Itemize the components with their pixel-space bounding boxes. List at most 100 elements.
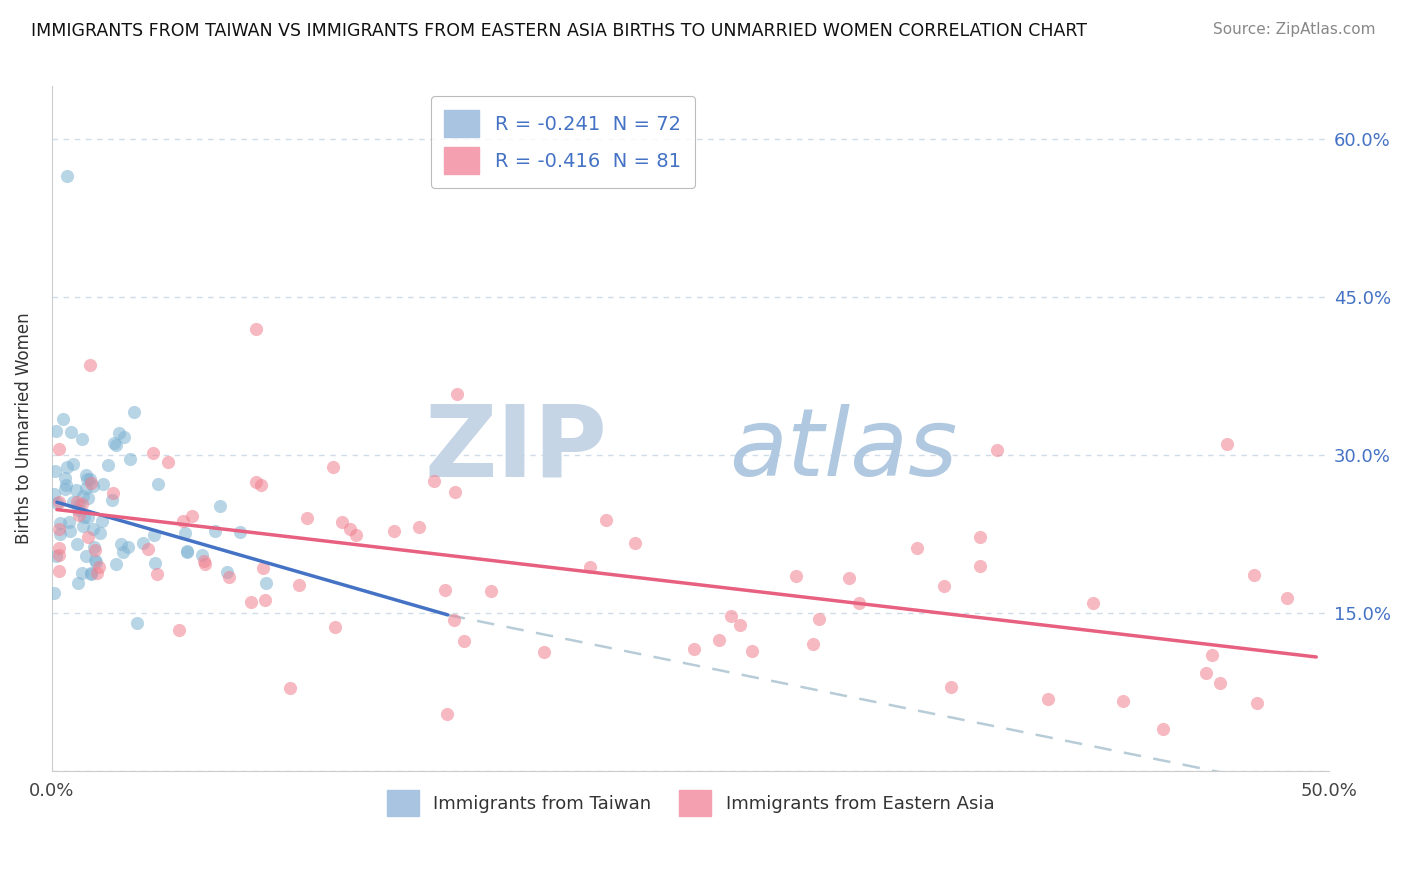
Point [103,435,125,450]
Legend: Immigrants from Taiwan, Immigrants from Eastern Asia: Immigrants from Taiwan, Immigrants from … [380,783,1001,823]
Point [58,516,80,530]
Point [146,477,169,491]
Point [112,544,135,558]
Point [132,536,155,550]
Point [986,442,1008,457]
Point [118,452,141,467]
Point [73,509,96,524]
Point [72,489,94,503]
Point [434,583,457,598]
Point [1195,665,1218,680]
Point [785,569,807,583]
Point [136,542,159,557]
Point [143,556,166,570]
Point [48,516,70,530]
Point [49,527,72,541]
Point [683,642,706,657]
Point [77,509,100,524]
Point [55,478,77,492]
Point [66,536,89,550]
Point [1201,648,1223,663]
Point [44,586,66,600]
Point [59,425,82,439]
Point [969,559,991,574]
Point [533,645,555,659]
Point [939,680,962,694]
Point [107,426,129,441]
Point [848,596,870,610]
Point [253,593,276,607]
Point [125,616,148,631]
Point [101,492,124,507]
Point [239,595,262,609]
Point [48,442,70,456]
Point [62,494,84,508]
Point [76,472,98,486]
Point [66,495,89,509]
Point [322,460,344,475]
Point [56,460,79,475]
Point [69,508,91,522]
Point [339,522,361,536]
Point [1243,568,1265,582]
Point [91,477,114,491]
Point [578,559,600,574]
Point [48,541,70,555]
Point [595,513,617,527]
Point [86,566,108,580]
Point [53,471,76,485]
Point [79,359,101,373]
Point [142,446,165,460]
Point [67,498,90,512]
Point [45,424,67,438]
Point [48,548,70,562]
Point [80,476,103,491]
Point [801,637,824,651]
Point [215,566,238,580]
Point [250,478,273,492]
Point [65,483,87,498]
Point [446,386,468,401]
Point [66,503,89,517]
Point [191,549,214,563]
Point [1112,694,1135,708]
Point [176,545,198,559]
Point [86,555,108,569]
Point [444,485,467,500]
Point [932,579,955,593]
Point [59,524,82,539]
Point [1081,596,1104,610]
Point [84,552,107,566]
Point [245,321,267,335]
Point [479,583,502,598]
Point [730,617,752,632]
Text: ZIP: ZIP [425,401,607,498]
Point [176,544,198,558]
Point [79,472,101,486]
Point [112,430,135,444]
Point [48,522,70,536]
Point [77,530,100,544]
Point [453,634,475,648]
Point [295,510,318,524]
Point [89,526,111,541]
Point [181,509,204,524]
Y-axis label: Births to Unmarried Women: Births to Unmarried Women [15,313,32,544]
Point [194,557,217,571]
Point [122,405,145,419]
Point [70,566,93,581]
Point [172,514,194,528]
Point [48,564,70,578]
Text: Source: ZipAtlas.com: Source: ZipAtlas.com [1212,22,1375,37]
Point [117,541,139,555]
Point [323,620,346,634]
Point [169,623,191,637]
Point [48,495,70,509]
Point [97,458,120,472]
Point [330,515,353,529]
Point [1209,675,1232,690]
Point [45,549,67,564]
Point [204,524,226,538]
Point [91,514,114,528]
Point [143,527,166,541]
